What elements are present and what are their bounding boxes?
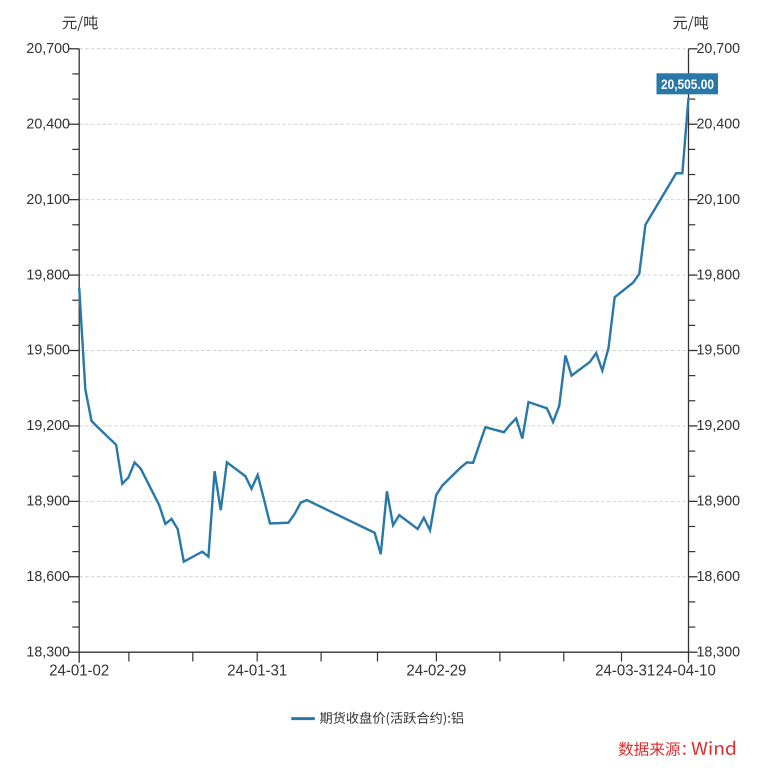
svg-text:20,700: 20,700 [697,40,741,57]
svg-text:18,300: 18,300 [697,643,741,660]
svg-text:24-02-29: 24-02-29 [406,662,466,679]
svg-text:18,300: 18,300 [26,643,70,660]
svg-text:18,900: 18,900 [26,493,70,510]
svg-text:19,800: 19,800 [697,266,741,283]
svg-text:20,100: 20,100 [26,191,70,208]
svg-text:19,800: 19,800 [26,266,70,283]
svg-text:20,100: 20,100 [697,191,741,208]
svg-text:19,200: 19,200 [697,417,741,434]
svg-text:24-03-31: 24-03-31 [595,662,655,679]
svg-text:18,600: 18,600 [26,568,70,585]
svg-text:19,500: 19,500 [697,342,741,359]
svg-text:20,400: 20,400 [26,115,70,132]
svg-text:20,505.00: 20,505.00 [661,76,714,92]
svg-text:24-01-31: 24-01-31 [227,662,287,679]
svg-text:19,500: 19,500 [26,342,70,359]
svg-text:19,200: 19,200 [26,417,70,434]
svg-text:18,900: 18,900 [697,493,741,510]
svg-text:20,700: 20,700 [26,40,70,57]
svg-text:24-01-02: 24-01-02 [49,662,109,679]
svg-text:24-04-10: 24-04-10 [656,662,716,679]
svg-text:20,400: 20,400 [697,115,741,132]
svg-text:18,600: 18,600 [697,568,741,585]
